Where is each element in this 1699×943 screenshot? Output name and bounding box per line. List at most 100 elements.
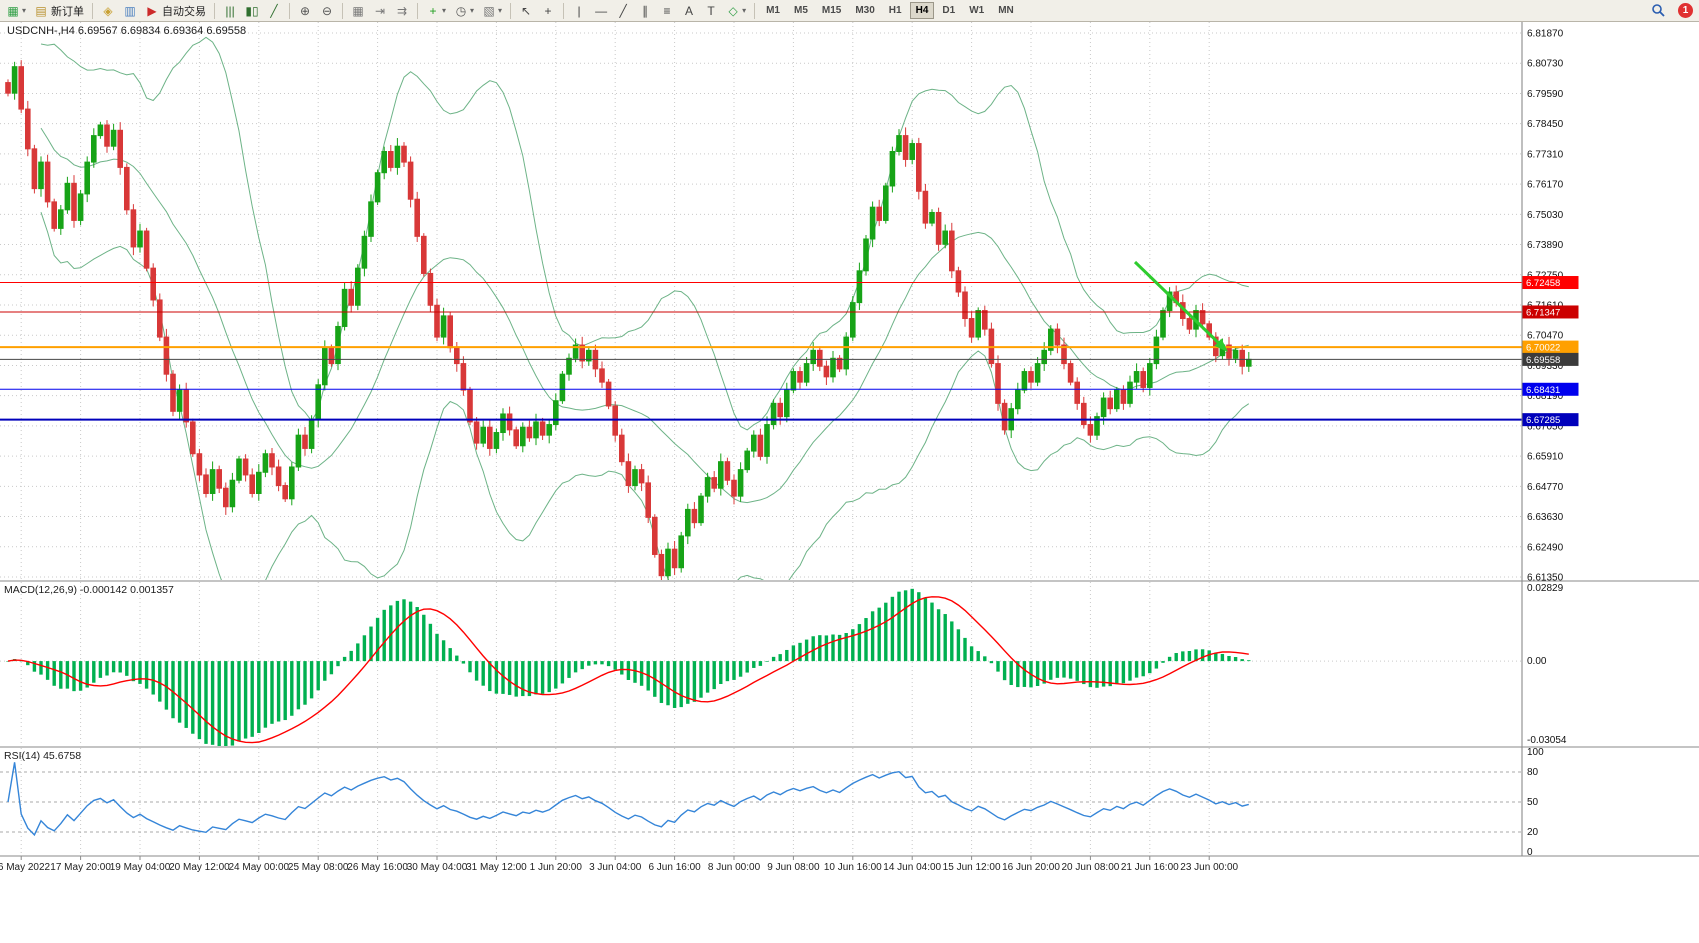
zoom-out-button[interactable]: ⊖ [316,0,338,22]
timeframe-d1-button[interactable]: D1 [942,5,956,16]
cursor-button[interactable]: ↖ [515,0,537,22]
price-pane[interactable] [0,22,1522,618]
horizontal-line-button[interactable]: — [590,0,612,22]
crosshair-button[interactable]: + [537,0,559,22]
time-axis-label: 20 Jun 08:00 [1061,862,1119,873]
time-axis-label: 17 May 20:00 [50,862,111,873]
rsi-scale-label: 0 [1527,847,1533,858]
timeframe-h1-button[interactable]: H1 [888,5,902,16]
shapes-icon: ◇ [728,3,738,18]
shapes-dropdown-icon[interactable]: ▾ [742,6,747,15]
price-line-tag [1522,382,1579,396]
macd-signal-line [7,596,1249,744]
rsi-pane[interactable] [0,748,1522,856]
price-scale-tick: 6.61350 [1527,573,1564,584]
text-button[interactable]: A [678,0,700,22]
text-label-icon: T [707,3,715,18]
indicators-button[interactable]: + ▾ [422,0,450,22]
timeframe-w1-button[interactable]: W1 [969,5,985,16]
macd-pane[interactable] [0,582,1522,747]
time-axis-label: 15 Jun 12:00 [943,862,1001,873]
time-axis-label: 31 May 12:00 [466,862,527,873]
toolbar-separator [417,2,419,19]
equidistant-channel-icon: ∥ [642,3,649,18]
price-scale-tick: 6.65910 [1527,452,1564,463]
timeframe-m15-button[interactable]: M15 [821,5,842,16]
chart-shortcut-button[interactable]: ▦ ▾ [2,0,30,22]
price-line-tag [1522,340,1579,354]
bar-chart-mode-icon: ||| [225,3,235,18]
cursor-icon: ↖ [521,3,532,18]
chart-shortcut-icon: ▦ [7,3,19,18]
vertical-line-button[interactable]: | [568,0,590,22]
price-scale-tick: 6.64770 [1527,482,1564,493]
search-button[interactable] [1647,0,1670,22]
trend-arrow-head [1214,338,1228,352]
price-line-tag [1522,413,1579,427]
line-chart-mode-icon: ╱ [270,3,278,18]
templates-dropdown-icon[interactable]: ▾ [498,6,503,15]
equidistant-channel-button[interactable]: ∥ [634,0,656,22]
time-axis[interactable] [0,856,1699,876]
fibonacci-button[interactable]: ≡ [656,0,678,22]
price-line-tag-text: 6.69558 [1526,355,1560,366]
chart-shift-button[interactable]: ⇉ [391,0,413,22]
price-scale-tick: 6.70470 [1527,331,1564,342]
timeframe-m1-button[interactable]: M1 [766,5,780,16]
time-axis-label: 25 May 08:00 [288,862,349,873]
price-line-tag [1522,276,1579,290]
rsi-line [7,762,1249,837]
toolbar-right: 1 [1647,0,1699,22]
candles [5,60,1252,580]
trend-arrow[interactable] [1133,260,1223,347]
line-chart-mode-button[interactable]: ╱ [263,0,285,22]
timeframe-h4-button[interactable]: H4 [909,2,935,19]
timeframe-m5-button[interactable]: M5 [793,5,808,16]
price-scale[interactable] [1522,22,1699,856]
templates-button[interactable]: ▧ ▾ [478,0,506,22]
zoom-in-button[interactable]: ⊕ [294,0,316,22]
auto-trading-button[interactable]: ▶ 自动交易 [141,0,210,22]
candlestick-mode-button[interactable]: ▮▯ [241,0,263,22]
price-scale-tick: 6.69330 [1527,361,1564,372]
toolbar-separator [510,2,512,19]
macd-indicator-label: MACD(12,26,9) -0.000142 0.001357 [4,584,174,596]
trendline-icon: ╱ [619,3,627,18]
time-axis-label: 6 Jun 16:00 [648,862,701,873]
terminal-window-icon: ▥ [124,3,136,18]
toolbar: ▦ ▾ ▤ 新订单 ◈ ▥ ▶ 自动交易 ||| ▮▯ ╱ ⊕ ⊖ ▦ ⇥ ⇉ + ▾ ◷ ▾ ▧ ▾ ↖ + | — ╱ ∥ ≡ A T ◇… [0,0,1699,22]
tile-windows-icon: ▦ [352,3,364,18]
macd-scale-label: -0.03054 [1527,735,1567,746]
macd-scale-label: 0.02829 [1527,583,1564,594]
notifications-badge[interactable]: 1 [1678,3,1693,18]
time-axis-label: 10 Jun 16:00 [824,862,882,873]
price-scale-tick: 6.73890 [1527,240,1564,251]
price-scale-tick: 6.62490 [1527,542,1564,553]
auto-scroll-button[interactable]: ⇥ [369,0,391,22]
indicators-dropdown-icon[interactable]: ▾ [442,6,447,15]
tile-windows-button[interactable]: ▦ [347,0,369,22]
text-label-button[interactable]: T [700,0,722,22]
rsi-indicator-label: RSI(14) 45.6758 [4,750,82,762]
bollinger-middle [40,127,1249,504]
time-axis-label: 1 Jun 20:00 [530,862,583,873]
new-order-button[interactable]: ▤ 新订单 [30,0,88,22]
crosshair-icon: + [544,3,552,18]
shapes-button[interactable]: ◇ ▾ [722,0,750,22]
periods-button[interactable]: ◷ ▾ [450,0,478,22]
chart-shortcut-dropdown-icon[interactable]: ▾ [22,6,27,15]
bar-chart-mode-button[interactable]: ||| [219,0,241,22]
metaeditor-button[interactable]: ◈ [97,0,119,22]
time-axis-label: 23 Jun 00:00 [1180,862,1238,873]
trendline-button[interactable]: ╱ [612,0,634,22]
macd-histogram [6,588,1251,746]
timeframe-mn-button[interactable]: MN [998,5,1014,16]
price-scale-tick: 6.81870 [1527,29,1564,40]
terminal-window-button[interactable]: ▥ [119,0,141,22]
timeframe-m30-button[interactable]: M30 [855,5,875,16]
chart-window[interactable]: 6.81870 6.80730 6.79590 6.78450 6.77310 6.761… [0,22,1699,943]
chart-canvas[interactable]: 6.81870 6.80730 6.79590 6.78450 6.77310 6.761… [0,22,1699,943]
price-scale-tick: 6.75030 [1527,210,1564,221]
periods-dropdown-icon[interactable]: ▾ [470,6,475,15]
price-line-tag-text: 6.72458 [1526,278,1560,289]
